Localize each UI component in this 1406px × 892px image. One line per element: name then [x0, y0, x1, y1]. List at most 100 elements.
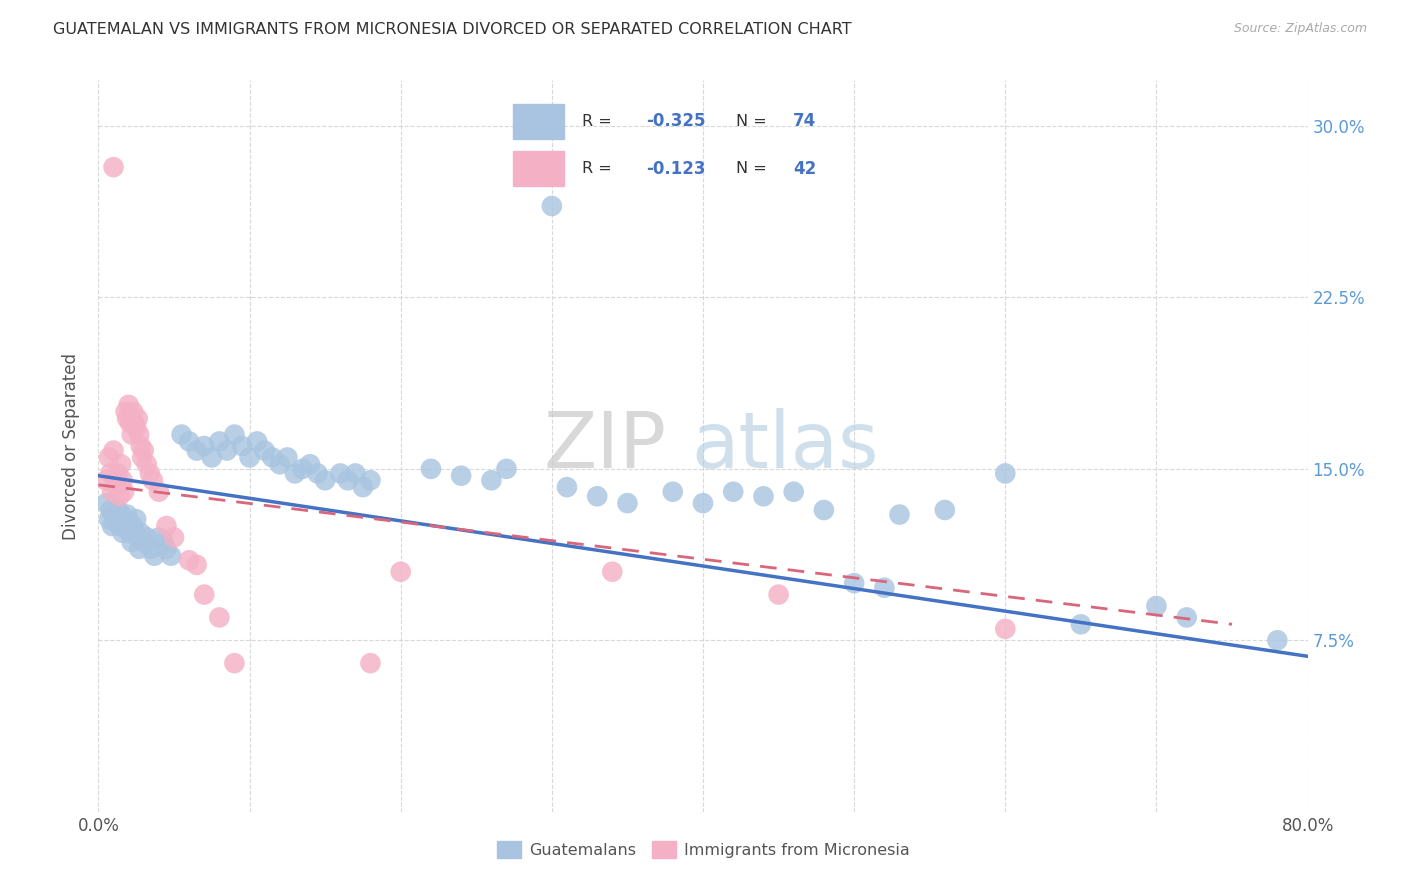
Point: [291, 462, 314, 476]
Point: [616, 496, 638, 510]
Point: [1070, 617, 1092, 632]
Text: 74: 74: [793, 112, 817, 130]
Point: [752, 489, 775, 503]
Point: [193, 439, 215, 453]
Point: [127, 411, 149, 425]
Point: [122, 519, 145, 533]
Point: [143, 549, 166, 563]
Point: [112, 512, 135, 526]
Point: [103, 443, 125, 458]
Point: [1175, 610, 1198, 624]
Point: [115, 508, 138, 522]
Point: [1144, 599, 1167, 613]
Point: [994, 467, 1017, 481]
Point: [262, 450, 284, 465]
Point: [768, 588, 790, 602]
FancyBboxPatch shape: [513, 104, 564, 139]
Point: [112, 484, 135, 499]
Point: [135, 458, 157, 472]
Text: -0.325: -0.325: [647, 112, 706, 130]
FancyBboxPatch shape: [513, 151, 564, 186]
Point: [148, 484, 170, 499]
Point: [170, 427, 193, 442]
Point: [661, 484, 683, 499]
Point: [120, 416, 142, 430]
Point: [129, 439, 152, 453]
Point: [120, 525, 142, 540]
Point: [224, 656, 246, 670]
Point: [450, 468, 472, 483]
Point: [344, 467, 367, 481]
Point: [155, 541, 177, 556]
Point: [555, 480, 578, 494]
Point: [231, 439, 253, 453]
Point: [142, 473, 165, 487]
Point: [540, 199, 562, 213]
Point: [160, 549, 183, 563]
Text: GUATEMALAN VS IMMIGRANTS FROM MICRONESIA DIVORCED OR SEPARATED CORRELATION CHART: GUATEMALAN VS IMMIGRANTS FROM MICRONESIA…: [53, 22, 852, 37]
Point: [307, 467, 329, 481]
Point: [115, 411, 138, 425]
Point: [246, 434, 269, 449]
Point: [100, 503, 122, 517]
Point: [934, 503, 956, 517]
Point: [186, 558, 208, 572]
Text: 42: 42: [793, 160, 817, 178]
Point: [103, 508, 125, 522]
Point: [152, 535, 174, 549]
Text: -0.123: -0.123: [647, 160, 706, 178]
Point: [208, 610, 231, 624]
Point: [284, 467, 307, 481]
Point: [129, 525, 152, 540]
Point: [329, 467, 352, 481]
Point: [100, 467, 122, 481]
Point: [481, 473, 503, 487]
Point: [193, 588, 215, 602]
Point: [127, 530, 149, 544]
Point: [114, 405, 136, 419]
Point: [121, 427, 143, 442]
Point: [873, 581, 896, 595]
Text: ZIP: ZIP: [544, 408, 666, 484]
Point: [101, 484, 124, 499]
Point: [135, 530, 157, 544]
Point: [336, 473, 359, 487]
Text: atlas: atlas: [690, 408, 879, 484]
Point: [276, 450, 298, 465]
Point: [105, 480, 128, 494]
Point: [125, 421, 148, 435]
Point: [889, 508, 911, 522]
Point: [495, 462, 517, 476]
Point: [141, 541, 163, 556]
Point: [110, 458, 132, 472]
Point: [179, 553, 201, 567]
Text: R =: R =: [582, 114, 616, 128]
Point: [139, 467, 162, 481]
Point: [132, 443, 155, 458]
Point: [108, 519, 131, 533]
Point: [692, 496, 714, 510]
Text: Source: ZipAtlas.com: Source: ZipAtlas.com: [1233, 22, 1367, 36]
Point: [783, 484, 806, 499]
Point: [98, 450, 121, 465]
Point: [586, 489, 609, 503]
Point: [94, 473, 117, 487]
Legend: Guatemalans, Immigrants from Micronesia: Guatemalans, Immigrants from Micronesia: [489, 833, 917, 866]
Point: [352, 480, 374, 494]
Point: [111, 473, 134, 487]
Point: [844, 576, 866, 591]
Point: [110, 508, 132, 522]
Point: [128, 427, 150, 442]
Point: [314, 473, 336, 487]
Point: [224, 427, 246, 442]
Point: [299, 458, 322, 472]
Text: R =: R =: [582, 161, 616, 176]
Y-axis label: Divorced or Separated: Divorced or Separated: [62, 352, 80, 540]
Point: [118, 515, 141, 529]
Point: [253, 443, 276, 458]
Point: [155, 519, 177, 533]
Point: [360, 473, 382, 487]
Point: [239, 450, 262, 465]
Point: [111, 525, 134, 540]
Point: [125, 512, 148, 526]
